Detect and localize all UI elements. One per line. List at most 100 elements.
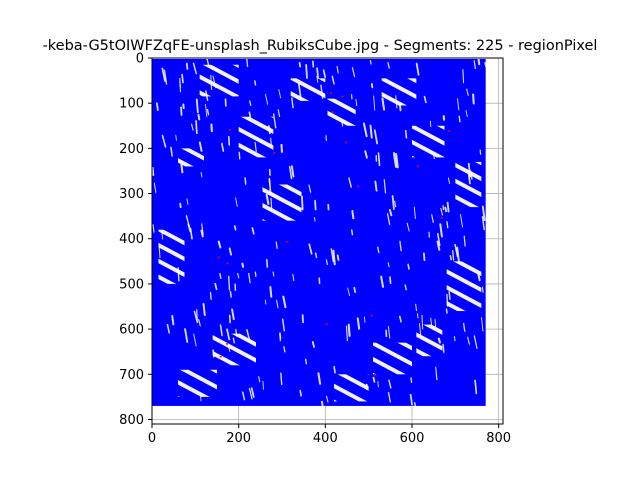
- boundary-gap: [268, 177, 272, 194]
- boundary-gap: [395, 95, 398, 109]
- highlight-mark: [448, 130, 451, 132]
- boundary-gap: [248, 272, 251, 284]
- boundary-gap: [246, 58, 249, 68]
- boundary-gap: [423, 252, 426, 262]
- boundary-gap: [332, 249, 336, 266]
- x-axis: 0 200 400 600 800: [148, 424, 511, 446]
- segmentation-image: [152, 58, 487, 409]
- boundary-gap: [389, 276, 392, 285]
- boundary-gap: [387, 62, 390, 69]
- image-patch: [373, 342, 412, 375]
- boundary-gap: [314, 199, 317, 211]
- boundary-gap: [348, 177, 352, 188]
- boundary-gap: [380, 275, 385, 288]
- boundary-gap: [373, 95, 376, 111]
- boundary-gap: [290, 165, 295, 178]
- boundary-gap: [197, 113, 201, 121]
- boundary-gap: [453, 336, 456, 342]
- boundary-gap: [394, 200, 397, 208]
- boundary-gap: [250, 387, 255, 398]
- boundary-gap: [421, 314, 424, 330]
- boundary-gap: [351, 209, 355, 220]
- boundary-gap: [304, 358, 308, 365]
- boundary-gap: [193, 333, 197, 347]
- boundary-gap: [280, 372, 283, 386]
- boundary-gap: [388, 208, 393, 217]
- boundary-gap: [465, 110, 468, 117]
- boundary-gap: [219, 273, 222, 279]
- boundary-gap: [457, 98, 460, 111]
- boundary-gap: [161, 230, 164, 240]
- boundary-gap: [383, 179, 387, 194]
- boundary-gap: [265, 193, 270, 205]
- y-tick-label: 700: [119, 368, 144, 383]
- boundary-gap: [430, 317, 433, 330]
- boundary-gap: [161, 67, 166, 82]
- boundary-gap: [445, 308, 448, 314]
- boundary-gap: [444, 206, 448, 213]
- image-patch: [178, 148, 204, 167]
- boundary-gap: [436, 232, 441, 247]
- boundary-gap: [276, 299, 279, 309]
- boundary-gap: [163, 69, 168, 85]
- image-patch: [290, 78, 326, 101]
- boundary-gap: [153, 182, 157, 194]
- boundary-gap: [186, 198, 189, 205]
- highlight-mark: [325, 323, 328, 326]
- boundary-gap: [246, 329, 250, 340]
- boundary-gap: [449, 255, 452, 261]
- highlight-mark: [273, 152, 276, 154]
- highlight-mark: [374, 374, 377, 377]
- boundary-gap: [278, 89, 282, 99]
- boundary-gap: [283, 346, 286, 353]
- boundary-gap: [374, 180, 378, 192]
- boundary-gap: [435, 366, 438, 381]
- boundary-gap: [369, 124, 373, 139]
- boundary-gap: [440, 207, 444, 216]
- highlight-mark: [286, 240, 289, 243]
- boundary-gap: [459, 214, 463, 228]
- boundary-gap: [229, 291, 232, 298]
- y-axis: 0 100 200 300 400 500 600 700 800: [119, 52, 152, 428]
- boundary-gap: [467, 171, 471, 185]
- boundary-gap: [158, 244, 161, 259]
- boundary-gap: [212, 75, 217, 89]
- boundary-gap: [251, 227, 255, 235]
- boundary-gap: [437, 337, 441, 344]
- boundary-gap: [316, 67, 319, 79]
- x-tick-label: 800: [486, 431, 511, 446]
- highlight-mark: [226, 262, 229, 265]
- boundary-gap: [369, 60, 372, 65]
- boundary-gap: [452, 250, 455, 261]
- boundary-gap: [466, 88, 469, 96]
- highlight-mark: [331, 111, 334, 113]
- boundary-gap: [387, 262, 390, 268]
- boundary-gap: [345, 325, 349, 342]
- boundary-gap: [272, 271, 275, 277]
- boundary-gap: [387, 326, 391, 339]
- boundary-gap: [270, 137, 272, 146]
- image-patch: [416, 324, 443, 357]
- boundary-gap: [377, 152, 381, 167]
- boundary-gap: [201, 223, 204, 235]
- boundary-gap: [198, 318, 201, 327]
- boundary-gap: [200, 171, 203, 178]
- boundary-gap: [202, 303, 206, 316]
- boundary-gap: [269, 285, 273, 298]
- axes-frame: [151, 57, 504, 425]
- boundary-gap: [204, 104, 208, 118]
- image-patch: [381, 78, 417, 106]
- boundary-gap: [311, 341, 315, 348]
- boundary-gap: [454, 243, 459, 258]
- boundary-gap: [447, 177, 451, 184]
- boundary-gap: [436, 240, 441, 251]
- boundary-gap: [205, 90, 209, 101]
- boundary-gap: [305, 63, 308, 79]
- boundary-gap: [477, 58, 481, 66]
- boundary-gap: [362, 122, 368, 138]
- boundary-gap: [241, 391, 246, 401]
- boundary-gap: [206, 108, 210, 116]
- image-patch: [178, 369, 217, 397]
- boundary-gap: [317, 372, 322, 385]
